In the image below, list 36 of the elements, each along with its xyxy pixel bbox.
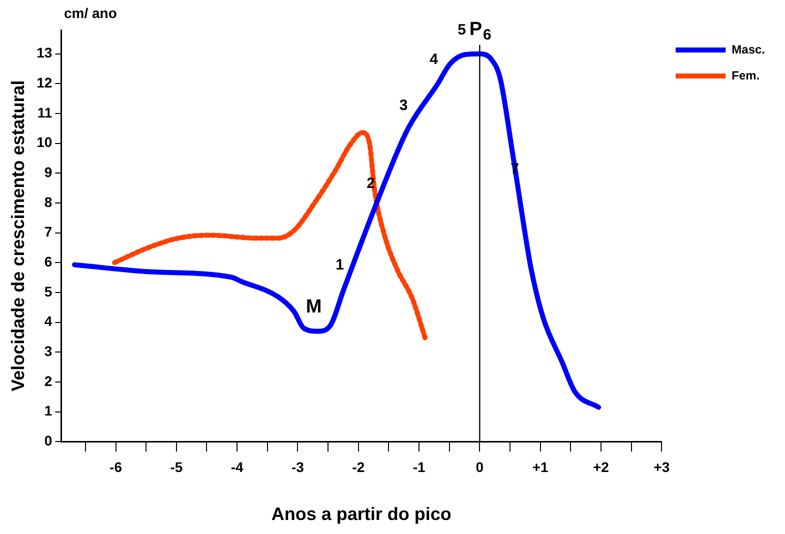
y-tick-label: 4 (44, 313, 52, 330)
x-tick-label: -2 (352, 458, 365, 475)
y-tick-label: 7 (44, 224, 52, 240)
annotation: M (306, 296, 322, 318)
annotation: 4 (430, 50, 439, 68)
x-axis-title: Anos a partir do pico (271, 504, 452, 524)
y-axis-title: Velocidade de crescimento estatural (8, 80, 28, 392)
y-tick-label: 1 (44, 402, 52, 419)
y-tick-label: 9 (44, 164, 52, 180)
y-tick-label: 8 (44, 194, 52, 210)
y-tick-label: 3 (44, 342, 52, 359)
y-tick-label: 0 (44, 432, 52, 448)
x-tick-label: -5 (170, 458, 183, 475)
annotation: P (469, 19, 482, 40)
x-tick-label: 0 (476, 458, 484, 475)
annotation: 6 (483, 26, 492, 44)
y-tick-label: 5 (44, 283, 52, 300)
y-tick-label: 13 (36, 44, 52, 61)
y-tick-label: 11 (37, 104, 52, 120)
y-tick-label: 2 (44, 372, 52, 389)
x-tick-label: -3 (291, 458, 304, 475)
y-tick-label: 12 (36, 74, 52, 91)
annotation: 5 (458, 22, 466, 39)
x-tick-label: -4 (230, 458, 244, 475)
y-tick-label: 10 (36, 134, 52, 150)
x-tick-label: +2 (593, 458, 610, 475)
x-tick-label: -6 (110, 458, 122, 475)
y-tick-label: 6 (44, 254, 52, 270)
annotation: 1 (336, 256, 344, 274)
legend-label: Fem. (732, 68, 760, 82)
text: cm/ ano (64, 4, 117, 21)
annotation: 3 (399, 96, 408, 114)
x-tick-label: -1 (412, 458, 426, 475)
x-tick-label: +1 (532, 458, 549, 475)
x-tick-label: +3 (654, 458, 670, 475)
legend-label: Masc. (732, 42, 766, 56)
